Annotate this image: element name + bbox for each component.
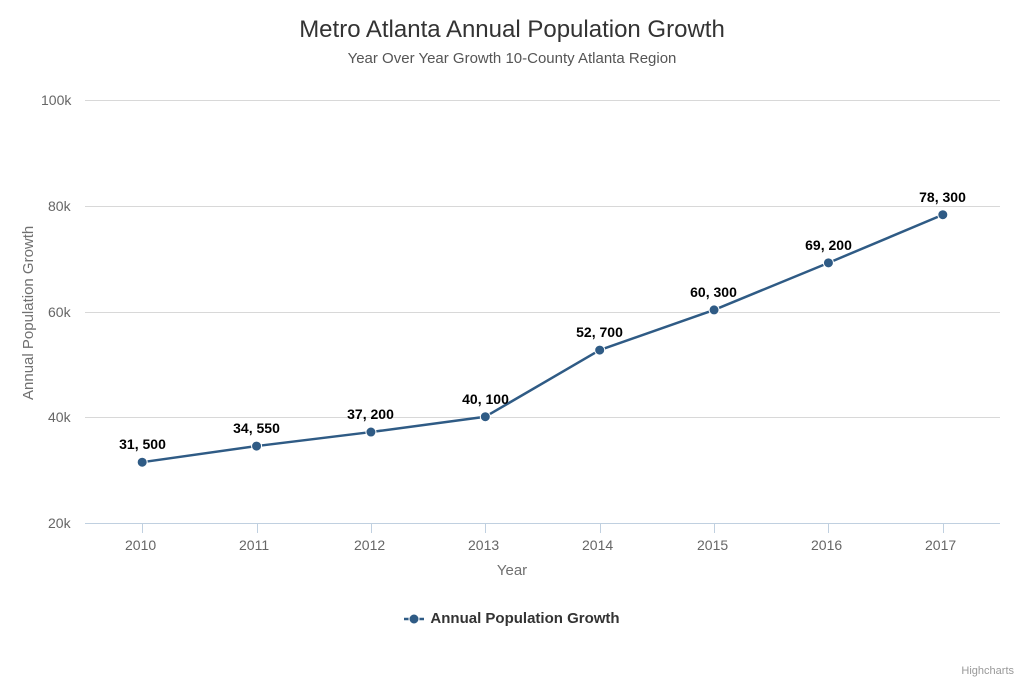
- data-label: 60, 300: [676, 284, 751, 300]
- chart-subtitle: Year Over Year Growth 10-County Atlanta …: [0, 50, 1024, 67]
- legend-marker-icon: [404, 612, 424, 626]
- series-line: [85, 100, 1000, 523]
- x-tick-label: 2016: [811, 537, 842, 553]
- y-tick-label: 20k: [48, 515, 71, 531]
- data-label: 78, 300: [905, 189, 980, 205]
- data-point[interactable]: [137, 457, 147, 467]
- data-point[interactable]: [480, 412, 490, 422]
- data-point[interactable]: [938, 210, 948, 220]
- x-tick: [257, 523, 258, 533]
- x-tick: [714, 523, 715, 533]
- x-tick-label: 2017: [925, 537, 956, 553]
- legend: Annual Population Growth: [0, 610, 1024, 631]
- chart-title: Metro Atlanta Annual Population Growth: [0, 16, 1024, 44]
- data-point[interactable]: [709, 305, 719, 315]
- x-tick-label: 2015: [697, 537, 728, 553]
- x-tick-label: 2013: [468, 537, 499, 553]
- x-tick: [485, 523, 486, 533]
- plot-area: 31, 500 34, 550 37, 200 40, 100 52, 700 …: [85, 100, 1000, 523]
- data-label: 52, 700: [562, 324, 637, 340]
- legend-label: Annual Population Growth: [430, 610, 619, 627]
- x-tick: [600, 523, 601, 533]
- data-point[interactable]: [823, 258, 833, 268]
- x-tick: [828, 523, 829, 533]
- x-tick-label: 2014: [582, 537, 613, 553]
- credits-link[interactable]: Highcharts: [961, 665, 1014, 677]
- y-tick-label: 80k: [48, 198, 71, 214]
- data-label: 37, 200: [333, 406, 408, 422]
- x-tick: [943, 523, 944, 533]
- data-label: 31, 500: [105, 436, 180, 452]
- x-tick-label: 2010: [125, 537, 156, 553]
- x-tick-label: 2011: [239, 537, 269, 553]
- x-tick: [371, 523, 372, 533]
- data-point[interactable]: [595, 345, 605, 355]
- x-tick: [142, 523, 143, 533]
- x-axis-line: [85, 523, 1000, 524]
- data-point[interactable]: [252, 441, 262, 451]
- legend-item[interactable]: Annual Population Growth: [404, 610, 619, 627]
- data-label: 40, 100: [448, 391, 523, 407]
- x-axis-title: Year: [0, 562, 1024, 579]
- y-tick-label: 60k: [48, 304, 71, 320]
- data-point[interactable]: [366, 427, 376, 437]
- y-tick-label: 40k: [48, 409, 71, 425]
- y-axis-title: Annual Population Growth: [20, 226, 37, 400]
- data-label: 34, 550: [219, 420, 294, 436]
- x-tick-label: 2012: [354, 537, 385, 553]
- data-label: 69, 200: [791, 237, 866, 253]
- y-tick-label: 100k: [41, 92, 71, 108]
